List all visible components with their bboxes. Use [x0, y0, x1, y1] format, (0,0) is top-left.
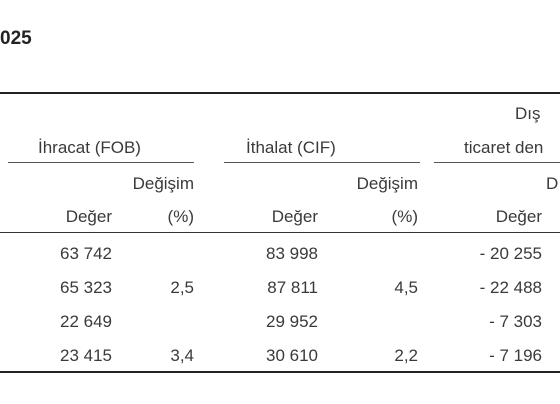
balance-header-underline [434, 162, 560, 163]
imports-percent-header: (%) [391, 207, 418, 226]
imports-header: İthalat (CIF) [246, 138, 336, 157]
imports-change-cell: 2,2 [394, 346, 418, 365]
balance-header-line1: Dış [515, 104, 541, 123]
imports-change-cell: 4,5 [394, 278, 418, 297]
imports-value-cell: 87 811 [267, 278, 318, 297]
exports-change-cell: 3,4 [170, 346, 194, 365]
exports-value-cell: 65 323 [60, 278, 112, 297]
exports-change-header: Değişim [132, 174, 194, 193]
imports-header-underline [224, 162, 420, 163]
table-top-rule [0, 92, 560, 94]
exports-change-cell: 2,5 [170, 278, 194, 297]
imports-value-cell: 29 952 [266, 312, 318, 331]
subheader-rule [0, 232, 560, 233]
exports-value-header: Değer [65, 207, 112, 226]
balance-change-header: D [546, 174, 559, 193]
imports-value-cell: 83 998 [266, 244, 318, 263]
balance-value-cell: - 22 488 [479, 278, 542, 297]
exports-value-cell: 23 415 [60, 346, 112, 365]
balance-header-line2: ticaret den [464, 138, 544, 157]
balance-value-cell: - 7 303 [489, 312, 542, 331]
balance-value-header: Değer [495, 207, 542, 226]
balance-value-cell: - 20 255 [479, 244, 542, 263]
exports-percent-header: (%) [167, 207, 194, 226]
imports-value-header: Değer [271, 207, 318, 226]
exports-value-cell: 22 649 [60, 312, 112, 331]
table-bottom-rule [0, 371, 560, 373]
exports-value-cell: 63 742 [60, 244, 112, 263]
exports-header: İhracat (FOB) [38, 138, 141, 157]
table-title: 025 [0, 28, 32, 49]
exports-header-underline [8, 162, 194, 163]
imports-value-cell: 30 610 [266, 346, 318, 365]
imports-change-header: Değişim [356, 174, 418, 193]
balance-value-cell: - 7 196 [489, 346, 542, 365]
